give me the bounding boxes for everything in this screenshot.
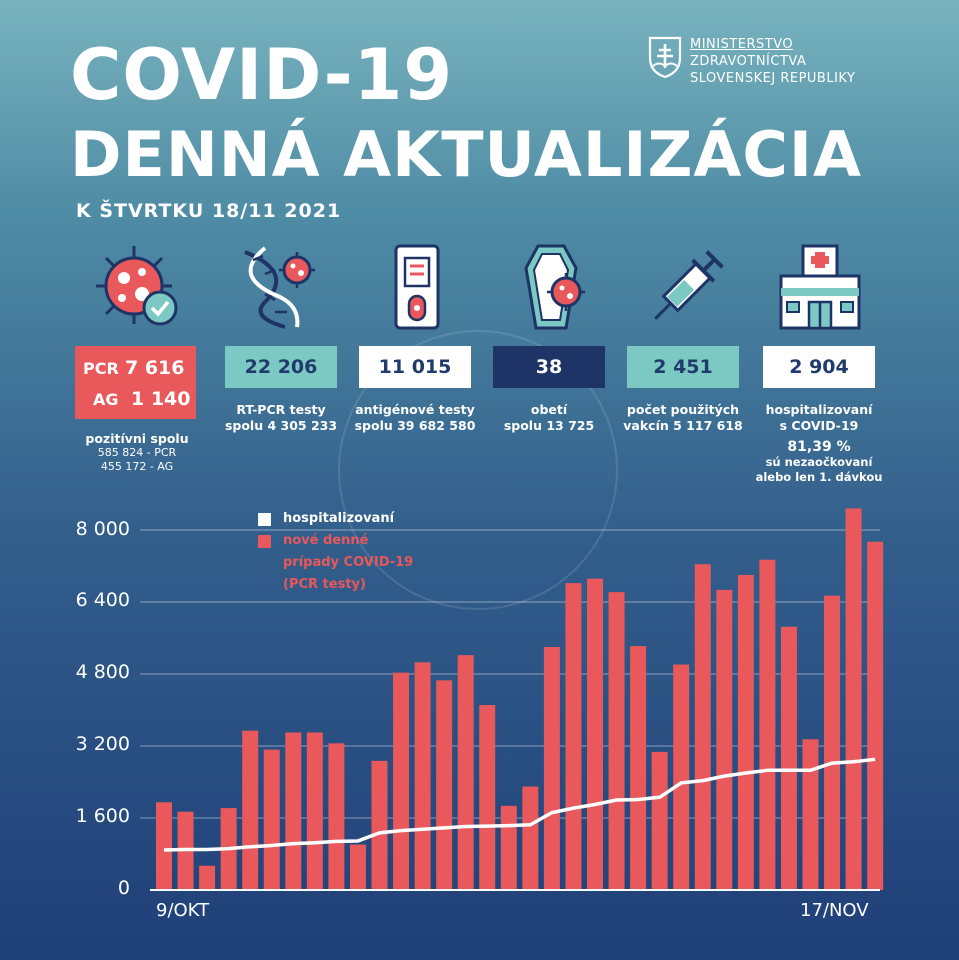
hospitalized-line [163, 757, 876, 852]
bar-31 [824, 595, 841, 890]
vaccines-box: 2 451 [627, 346, 739, 388]
vaccines-caption-1: počet použitých [626, 402, 740, 417]
coat-of-arms-icon [648, 36, 682, 78]
bar-14 [457, 655, 474, 890]
legend-swatch-cases [258, 535, 271, 548]
bar-19 [565, 583, 582, 890]
rtpcr-caption-1: RT-PCR testy [236, 402, 326, 417]
bar-0 [156, 802, 172, 890]
bar-6 [285, 732, 302, 890]
date-subtitle: K ŠTVRTKU 18/11 2021 [76, 200, 342, 222]
ytick-8000: 8 000 [75, 518, 130, 540]
bar-28 [759, 559, 776, 890]
ministry-line-2: ZDRAVOTNÍCTVA [690, 54, 807, 69]
deaths-caption: obetí spolu 13 725 [474, 402, 624, 434]
antigen-box: 11 015 [359, 346, 471, 388]
bar-24 [673, 664, 690, 890]
bar-21 [608, 592, 625, 890]
bar-8 [328, 743, 345, 890]
bar-2 [199, 865, 216, 890]
x-start-label: 9/OKT [156, 900, 210, 921]
bar-20 [587, 578, 603, 890]
positive-caption-2: 585 824 - PCR [97, 446, 177, 459]
bar-26 [716, 589, 733, 890]
ministry-line-3: SLOVENSKEJ REPUBLIKY [690, 71, 856, 86]
bar-13 [436, 680, 453, 890]
legend-item-cases: nové denné prípady COVID-19 (PCR testy) [258, 530, 413, 596]
positive-caption-3: 455 172 - AG [100, 460, 174, 473]
positive-caption: pozitívni spolu 585 824 - PCR 455 172 - … [72, 432, 202, 474]
ytick-3200: 3 200 [75, 733, 130, 755]
legend-label-cases-3: (PCR testy) [283, 577, 366, 592]
title-line1: COVID-19 [70, 34, 454, 116]
antigen-caption-1: antigénové testy [355, 402, 475, 417]
positive-caption-1: pozitívni spolu [85, 431, 189, 446]
bar-10 [371, 760, 388, 890]
bar-17 [522, 786, 539, 890]
bar-9 [349, 844, 366, 890]
hospital-caption-2: s COVID-19 [779, 418, 859, 433]
chart-legend: hospitalizovaní nové denné prípady COVID… [258, 508, 413, 596]
antigen-test-icon [394, 244, 440, 330]
rtpcr-box: 22 206 [225, 346, 337, 388]
title-line2: DENNÁ AKTUALIZÁCIA [70, 118, 862, 191]
vaccines-caption-2: vakcín 5 117 618 [623, 418, 743, 433]
x-end-label: 17/NOV [800, 900, 869, 921]
legend-label-hospital: hospitalizovaní [283, 511, 395, 526]
pcr-value: 7 616 [125, 357, 185, 379]
rtpcr-caption-2: spolu 4 305 233 [224, 418, 338, 433]
vaccines-caption: počet použitých vakcín 5 117 618 [608, 402, 758, 434]
legend-item-hospital: hospitalizovaní [258, 508, 413, 530]
bar-11 [393, 672, 410, 890]
legend-label-cases-1: nové denné [283, 533, 369, 548]
ytick-1600: 1 600 [75, 805, 130, 827]
bar-27 [737, 575, 754, 890]
ministry-logo: MINISTERSTVO ZDRAVOTNÍCTVA SLOVENSKEJ RE… [648, 36, 855, 87]
hospital-icon [779, 244, 861, 330]
ytick-6400: 6 400 [75, 589, 130, 611]
bar-23 [651, 751, 668, 890]
deaths-box: 38 [493, 346, 605, 388]
virus-check-icon [96, 246, 178, 326]
bar-16 [500, 805, 517, 890]
watermark [338, 330, 618, 610]
syringe-icon [654, 250, 724, 320]
bar-15 [479, 705, 496, 890]
ministry-line-1: MINISTERSTVO [690, 37, 794, 52]
ag-value: 1 140 [131, 388, 191, 410]
ytick-4800: 4 800 [75, 661, 130, 683]
deaths-caption-2: spolu 13 725 [503, 418, 595, 433]
dna-virus-icon [244, 246, 315, 329]
hospital-caption-1: hospitalizovaní [765, 402, 873, 417]
bar-12 [414, 662, 431, 890]
bar-5 [263, 749, 280, 890]
bar-32 [845, 508, 862, 890]
deaths-caption-1: obetí [530, 402, 568, 417]
legend-swatch-hospital [258, 513, 271, 526]
pcr-label: PCR [83, 359, 119, 378]
bar-18 [543, 647, 560, 890]
bar-33 [867, 541, 884, 890]
hospital-pct: 81,39 % [787, 439, 851, 455]
positive-cases-box: PCR 7 616 AG 1 140 [75, 346, 196, 419]
bar-7 [306, 732, 323, 890]
antigen-caption: antigénové testy spolu 39 682 580 [340, 402, 490, 434]
rtpcr-caption: RT-PCR testy spolu 4 305 233 [206, 402, 356, 434]
bar-25 [694, 564, 711, 890]
hospital-pct-caption-1: sú nezaočkovaní [765, 455, 873, 469]
ytick-0: 0 [117, 877, 130, 899]
bar-4 [242, 730, 259, 890]
coffin-virus-icon [524, 244, 585, 330]
bar-30 [802, 739, 819, 890]
antigen-caption-2: spolu 39 682 580 [354, 418, 476, 433]
hospital-box: 2 904 [763, 346, 875, 388]
bar-29 [780, 626, 797, 890]
legend-label-cases-2: prípady COVID-19 [283, 555, 414, 570]
ag-label: AG [93, 390, 119, 409]
bar-22 [630, 646, 647, 890]
hospital-pct-caption-2: alebo len 1. dávkou [755, 470, 883, 484]
hospital-caption: hospitalizovaní s COVID-19 81,39 % sú ne… [744, 402, 894, 485]
